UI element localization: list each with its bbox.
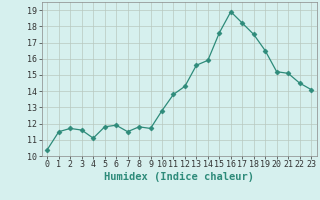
X-axis label: Humidex (Indice chaleur): Humidex (Indice chaleur) bbox=[104, 172, 254, 182]
